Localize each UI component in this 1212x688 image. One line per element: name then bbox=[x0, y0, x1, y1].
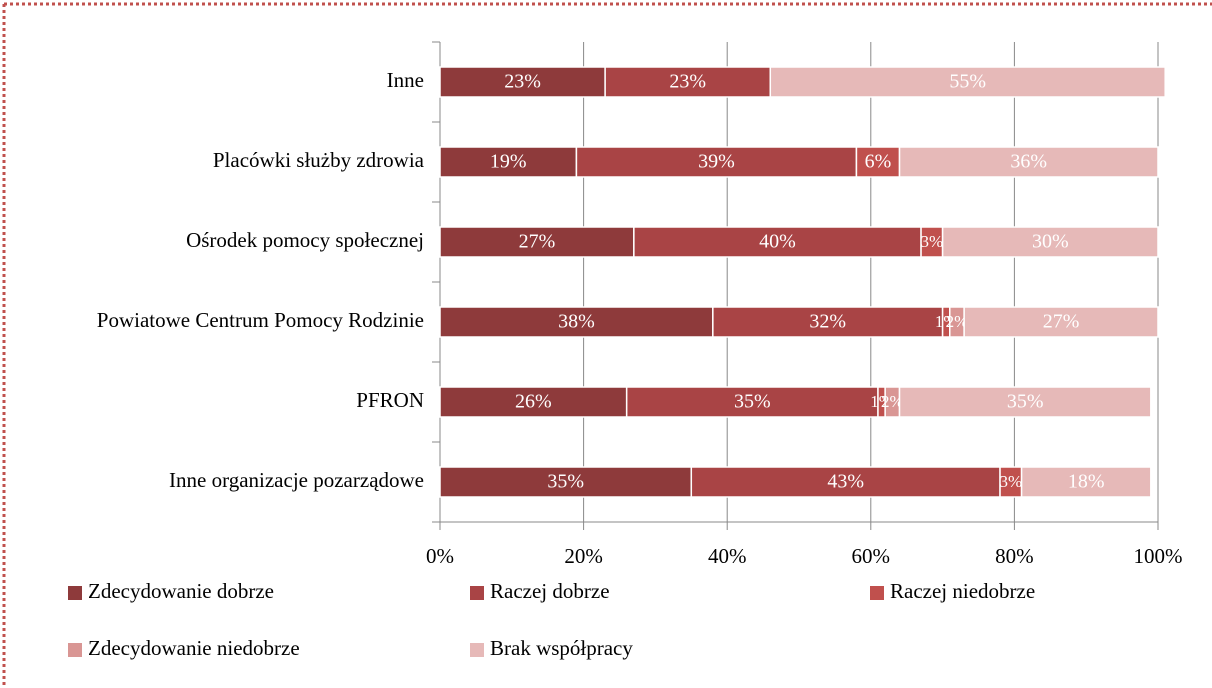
data-label: 3% bbox=[920, 232, 943, 251]
bar-segment bbox=[690, 466, 1001, 498]
legend-swatch bbox=[470, 586, 484, 600]
x-tick-label: 20% bbox=[564, 544, 603, 568]
bar-segment bbox=[712, 306, 944, 338]
data-label: 32% bbox=[809, 311, 846, 333]
legend-label: Brak współpracy bbox=[490, 636, 633, 660]
bar-segment bbox=[604, 66, 772, 98]
bar-segment bbox=[439, 386, 628, 418]
x-tick-label: 60% bbox=[852, 544, 891, 568]
y-tick-label: Powiatowe Centrum Pomocy Rodzinie bbox=[97, 308, 424, 332]
data-label: 27% bbox=[519, 231, 556, 253]
bar-segment bbox=[855, 146, 901, 178]
data-label: 2% bbox=[881, 392, 904, 411]
bar-segment bbox=[1020, 466, 1152, 498]
bar-segment bbox=[439, 306, 714, 338]
data-label: 18% bbox=[1068, 471, 1105, 493]
bar-segment bbox=[898, 146, 1159, 178]
bar-segment bbox=[439, 66, 606, 98]
y-tick-label: Inne bbox=[387, 68, 424, 92]
bar-segment bbox=[898, 386, 1152, 418]
data-label: 27% bbox=[1043, 311, 1080, 333]
bar-segment bbox=[439, 146, 578, 178]
bar-segment bbox=[963, 306, 1159, 338]
data-label: 26% bbox=[515, 391, 552, 413]
legend-swatch bbox=[470, 643, 484, 657]
data-label: 2% bbox=[946, 312, 969, 331]
bar-segment bbox=[625, 386, 879, 418]
data-label: 19% bbox=[490, 151, 527, 173]
legend-label: Zdecydowanie dobrze bbox=[88, 579, 274, 603]
y-tick-label: PFRON bbox=[356, 388, 424, 412]
y-tick-label: Placówki służby zdrowia bbox=[213, 148, 425, 172]
data-label: 40% bbox=[759, 231, 796, 253]
data-label: 55% bbox=[949, 71, 986, 93]
data-label: 38% bbox=[558, 311, 595, 333]
legend-swatch bbox=[870, 586, 884, 600]
data-label: 39% bbox=[698, 151, 735, 173]
x-tick-label: 40% bbox=[708, 544, 747, 568]
x-tick-label: 0% bbox=[426, 544, 454, 568]
data-label: 35% bbox=[734, 391, 771, 413]
data-label: 43% bbox=[827, 471, 864, 493]
legend-label: Zdecydowanie niedobrze bbox=[88, 636, 300, 660]
data-label: 23% bbox=[669, 71, 706, 93]
data-label: 3% bbox=[999, 472, 1022, 491]
bar-segment bbox=[769, 66, 1166, 98]
data-label: 36% bbox=[1010, 151, 1047, 173]
data-label: 35% bbox=[547, 471, 584, 493]
data-label: 23% bbox=[504, 71, 541, 93]
x-tick-label: 100% bbox=[1134, 544, 1183, 568]
legend-label: Raczej niedobrze bbox=[890, 579, 1035, 603]
bar-segment bbox=[439, 466, 693, 498]
y-tick-label: Ośrodek pomocy społecznej bbox=[186, 228, 424, 252]
data-label: 30% bbox=[1032, 231, 1069, 253]
bar-segment bbox=[439, 226, 635, 258]
legend-swatch bbox=[68, 643, 82, 657]
legend-label: Raczej dobrze bbox=[490, 579, 610, 603]
data-label: 6% bbox=[865, 151, 892, 173]
data-label: 35% bbox=[1007, 391, 1044, 413]
x-tick-label: 80% bbox=[995, 544, 1034, 568]
bar-segment bbox=[941, 226, 1159, 258]
y-tick-label: Inne organizacje pozarządowe bbox=[169, 468, 424, 492]
legend-swatch bbox=[68, 586, 82, 600]
